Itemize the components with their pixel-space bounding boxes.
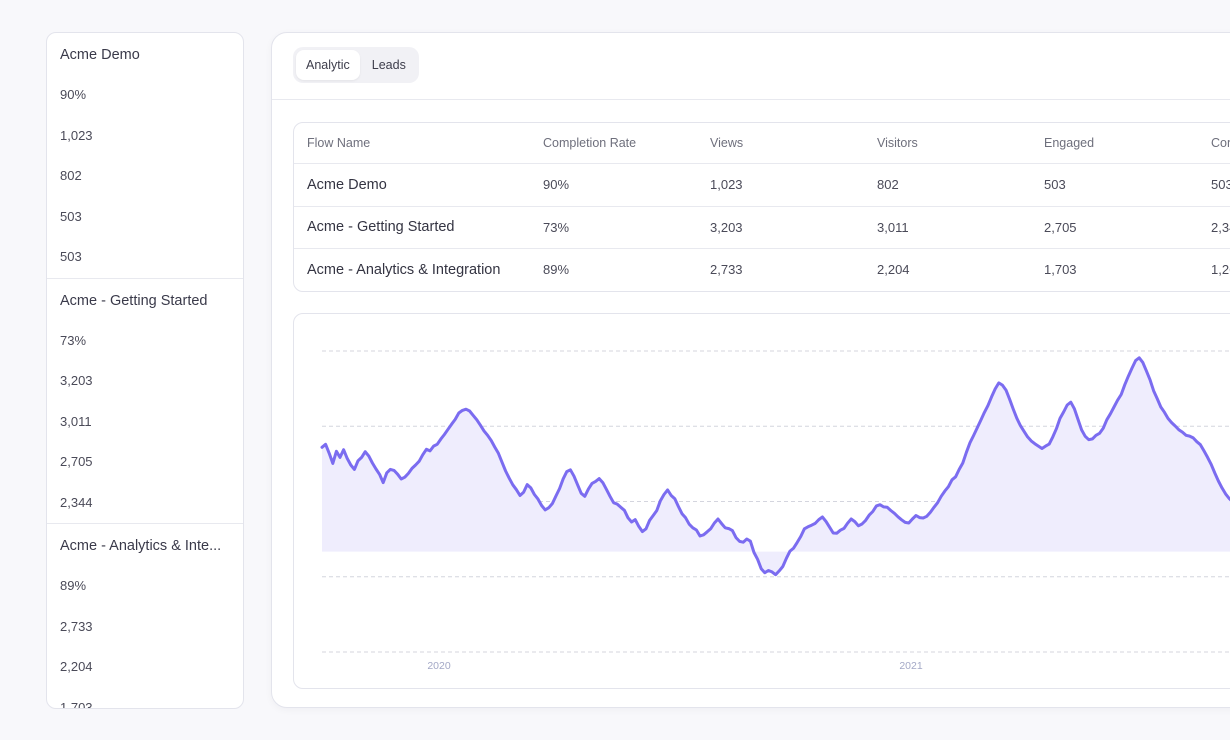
flow-metric-value: 2,705	[60, 454, 93, 469]
flow-metric-value: 1,023	[60, 127, 93, 143]
cell-visitors: 802	[864, 163, 1031, 207]
flows-table-container: Flow Name Completion Rate Views Visitors…	[293, 122, 1230, 292]
flow-metric-value: 2,344	[60, 494, 93, 510]
x-axis-tick-label: 2020	[427, 660, 451, 672]
flow-group-title[interactable]: Acme - Analytics & Inte...	[60, 538, 222, 554]
table-row[interactable]: Acme Demo 90% 1,023 802 503 503	[294, 163, 1230, 207]
flow-metric-value: 503	[60, 249, 82, 264]
tab-leads[interactable]: Leads	[371, 58, 406, 72]
flow-group-title[interactable]: Acme Demo	[60, 47, 140, 63]
column-header-engaged[interactable]: Engaged	[1031, 123, 1198, 164]
flow-metric-value: 3,011	[60, 413, 92, 429]
column-header-flow-name[interactable]: Flow Name	[294, 123, 530, 164]
column-header-views[interactable]: Views	[697, 123, 864, 164]
view-tabs: Analytic Leads	[293, 47, 419, 83]
flow-metric-value: 73%	[60, 332, 87, 348]
column-header-completion-rate[interactable]: Completion Rate	[530, 123, 697, 164]
table-row[interactable]: Acme - Analytics & Integration 89% 2,733…	[294, 249, 1230, 291]
trend-line-chart: 2020 2021	[320, 350, 1230, 672]
flow-list-panel: Acme Demo 90% 1,023 802 503 503 Acme - Getting…	[46, 32, 244, 709]
flow-group: Acme - Analytics & Inte... 89% 2,733 2,204 1…	[47, 526, 243, 709]
flow-metric-value: 1,703	[60, 699, 93, 709]
table-header-row: Flow Name Completion Rate Views Visitors…	[294, 123, 1230, 164]
chart-area-fill	[322, 357, 1230, 575]
flow-group: Acme Demo 90% 1,023 802 503 503	[47, 35, 243, 279]
cell-completed: 2,34	[1198, 206, 1230, 249]
column-header-visitors[interactable]: Visitors	[864, 123, 1031, 164]
cell-flow-name: Acme - Analytics & Integration	[307, 261, 501, 278]
column-header-completed[interactable]: Con	[1198, 123, 1230, 164]
cell-visitors: 3,011	[864, 206, 1031, 249]
flow-group-title[interactable]: Acme - Getting Started	[60, 292, 208, 309]
cell-views: 1,023	[697, 163, 864, 207]
cell-engaged: 1,703	[1044, 262, 1077, 278]
cell-flow-name: Acme Demo	[294, 163, 530, 207]
table-row[interactable]: Acme - Getting Started 73% 3,203 3,011 2…	[294, 206, 1230, 249]
cell-completion-rate: 89%	[543, 262, 570, 278]
flow-metric-value: 2,204	[60, 659, 93, 674]
tab-analytic[interactable]: Analytic	[296, 50, 360, 80]
cell-completed: 503	[1198, 163, 1230, 207]
cell-visitors: 2,204	[877, 262, 910, 278]
flows-table: Flow Name Completion Rate Views Visitors…	[294, 123, 1230, 291]
cell-completed: 1,26	[1211, 262, 1230, 278]
chart-series-line[interactable]	[320, 356, 1230, 577]
flow-metric-value: 503	[60, 208, 82, 224]
trend-chart-container: 2020 2021	[293, 313, 1230, 689]
flow-metric-value: 90%	[60, 87, 87, 102]
cell-completion-rate: 90%	[530, 163, 697, 207]
cell-flow-name: Acme - Getting Started	[294, 206, 530, 249]
cell-views: 3,203	[697, 206, 864, 249]
x-axis-tick-label: 2021	[899, 660, 923, 672]
flow-metric-value: 2,733	[60, 618, 93, 634]
flow-group: Acme - Getting Started 73% 3,203 3,011 2,705…	[47, 281, 243, 524]
cell-engaged: 503	[1031, 163, 1198, 207]
flow-metric-value: 802	[60, 168, 82, 183]
analytics-card: Analytic Leads Flow Name Completion Rate…	[271, 32, 1230, 708]
flow-metric-value: 3,203	[60, 373, 93, 388]
cell-engaged: 2,705	[1031, 206, 1198, 249]
cell-completion-rate: 73%	[530, 206, 697, 249]
cell-views: 2,733	[710, 262, 743, 278]
flow-metric-value: 89%	[60, 578, 87, 593]
card-header: Analytic Leads	[272, 33, 1230, 100]
